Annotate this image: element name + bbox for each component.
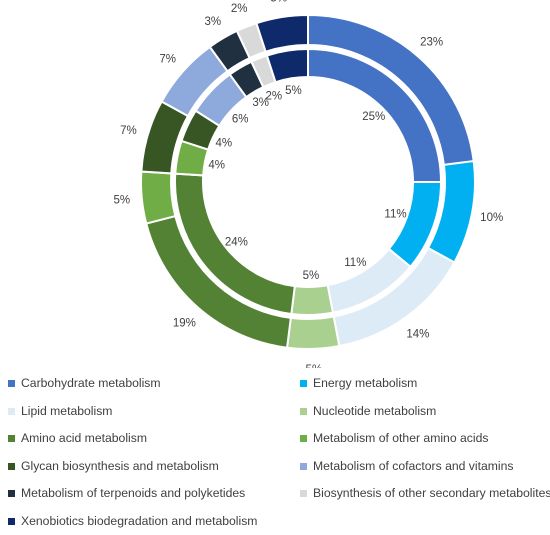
outer-ring-label-4: 19%	[173, 317, 196, 329]
legend-item-6: Glycan biosynthesis and metabolism	[8, 459, 219, 473]
legend-item-10: Xenobiotics biodegradation and metabolis…	[8, 514, 257, 528]
inner-ring-label-0: 25%	[362, 111, 385, 123]
inner-ring-label-5: 4%	[208, 160, 225, 172]
legend-swatch-8	[8, 489, 15, 497]
outer-ring-label-9: 2%	[231, 3, 248, 15]
legend-label-0: Carbohydrate metabolism	[21, 376, 161, 390]
legend-item-3: Nucleotide metabolism	[300, 404, 436, 418]
legend-swatch-2	[8, 407, 15, 415]
legend-swatch-1	[300, 379, 307, 387]
outer-ring-label-0: 23%	[420, 37, 443, 49]
inner-ring-label-10: 5%	[285, 85, 302, 97]
legend-swatch-0	[8, 379, 15, 387]
outer-ring-label-3: 5%	[306, 364, 323, 368]
legend-swatch-3	[300, 407, 307, 415]
legend-label-8: Metabolism of terpenoids and polyketides	[21, 486, 246, 500]
legend-item-4: Amino acid metabolism	[8, 431, 147, 445]
legend-label-5: Metabolism of other amino acids	[313, 431, 489, 445]
inner-ring-label-1: 11%	[384, 209, 406, 221]
inner-ring-slice-3	[290, 283, 335, 316]
outer-ring-slice-10	[255, 13, 309, 53]
inner-ring-label-8: 3%	[252, 97, 269, 109]
outer-ring-slice-5	[140, 170, 177, 225]
legend-label-7: Metabolism of cofactors and vitamins	[313, 459, 514, 473]
legend-item-5: Metabolism of other amino acids	[300, 431, 488, 445]
inner-ring-label-4: 24%	[225, 236, 248, 248]
legend-label-4: Amino acid metabolism	[21, 431, 147, 445]
outer-ring-label-2: 14%	[406, 328, 429, 340]
inner-ring-label-6: 4%	[216, 137, 233, 149]
legend-label-3: Nucleotide metabolism	[313, 404, 437, 418]
outer-ring-slice-3	[285, 315, 341, 350]
inner-ring-label-7: 6%	[232, 113, 249, 125]
chart-legend: Carbohydrate metabolism Energy metabolism…	[0, 368, 550, 535]
inner-ring-label-2: 11%	[344, 257, 366, 269]
donut-chart: 23%10%14%5%19%5%7%7%3%2%5%25%11%11%5%24%…	[114, 0, 504, 368]
legend-item-2: Lipid metabolism	[8, 404, 112, 418]
legend-label-6: Glycan biosynthesis and metabolism	[21, 459, 219, 473]
legend-label-9: Biosynthesis of other secondary metaboli…	[313, 486, 550, 500]
inner-ring-label-3: 5%	[303, 270, 320, 282]
outer-ring-label-1: 10%	[480, 212, 503, 224]
inner-ring-slice-10	[265, 47, 309, 84]
legend-swatch-7	[300, 462, 307, 470]
outer-ring-label-10: 5%	[270, 0, 287, 4]
legend-item-1: Energy metabolism	[300, 376, 417, 390]
legend-swatch-9	[300, 489, 307, 497]
legend-label-2: Lipid metabolism	[21, 404, 113, 418]
outer-ring-label-6: 7%	[120, 125, 137, 137]
legend-item-8: Metabolism of terpenoids and polyketides	[8, 486, 245, 500]
outer-ring-label-7: 7%	[159, 53, 176, 65]
inner-ring-label-9: 2%	[265, 91, 282, 103]
outer-ring-label-5: 5%	[114, 195, 131, 207]
legend-label-1: Energy metabolism	[313, 376, 418, 390]
legend-swatch-4	[8, 434, 15, 442]
legend-item-0: Carbohydrate metabolism	[8, 376, 161, 390]
legend-swatch-5	[300, 434, 307, 442]
legend-label-10: Xenobiotics biodegradation and metabolis…	[21, 514, 258, 528]
outer-ring-label-8: 3%	[204, 16, 221, 28]
legend-swatch-10	[8, 517, 15, 525]
legend-swatch-6	[8, 462, 15, 470]
legend-item-7: Metabolism of cofactors and vitamins	[300, 459, 514, 473]
legend-item-9: Biosynthesis of other secondary metaboli…	[300, 486, 550, 500]
